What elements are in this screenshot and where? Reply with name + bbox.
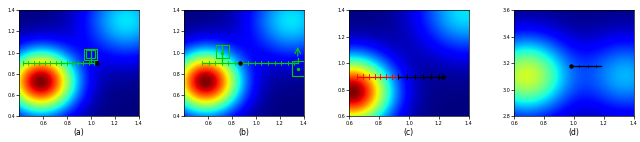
X-axis label: (d): (d) bbox=[568, 128, 579, 137]
Bar bbox=[292, 61, 304, 76]
X-axis label: (c): (c) bbox=[404, 128, 414, 137]
X-axis label: (a): (a) bbox=[74, 128, 84, 137]
Bar bbox=[86, 50, 95, 58]
Bar bbox=[216, 45, 229, 58]
X-axis label: (b): (b) bbox=[239, 128, 250, 137]
Bar bbox=[84, 49, 97, 60]
